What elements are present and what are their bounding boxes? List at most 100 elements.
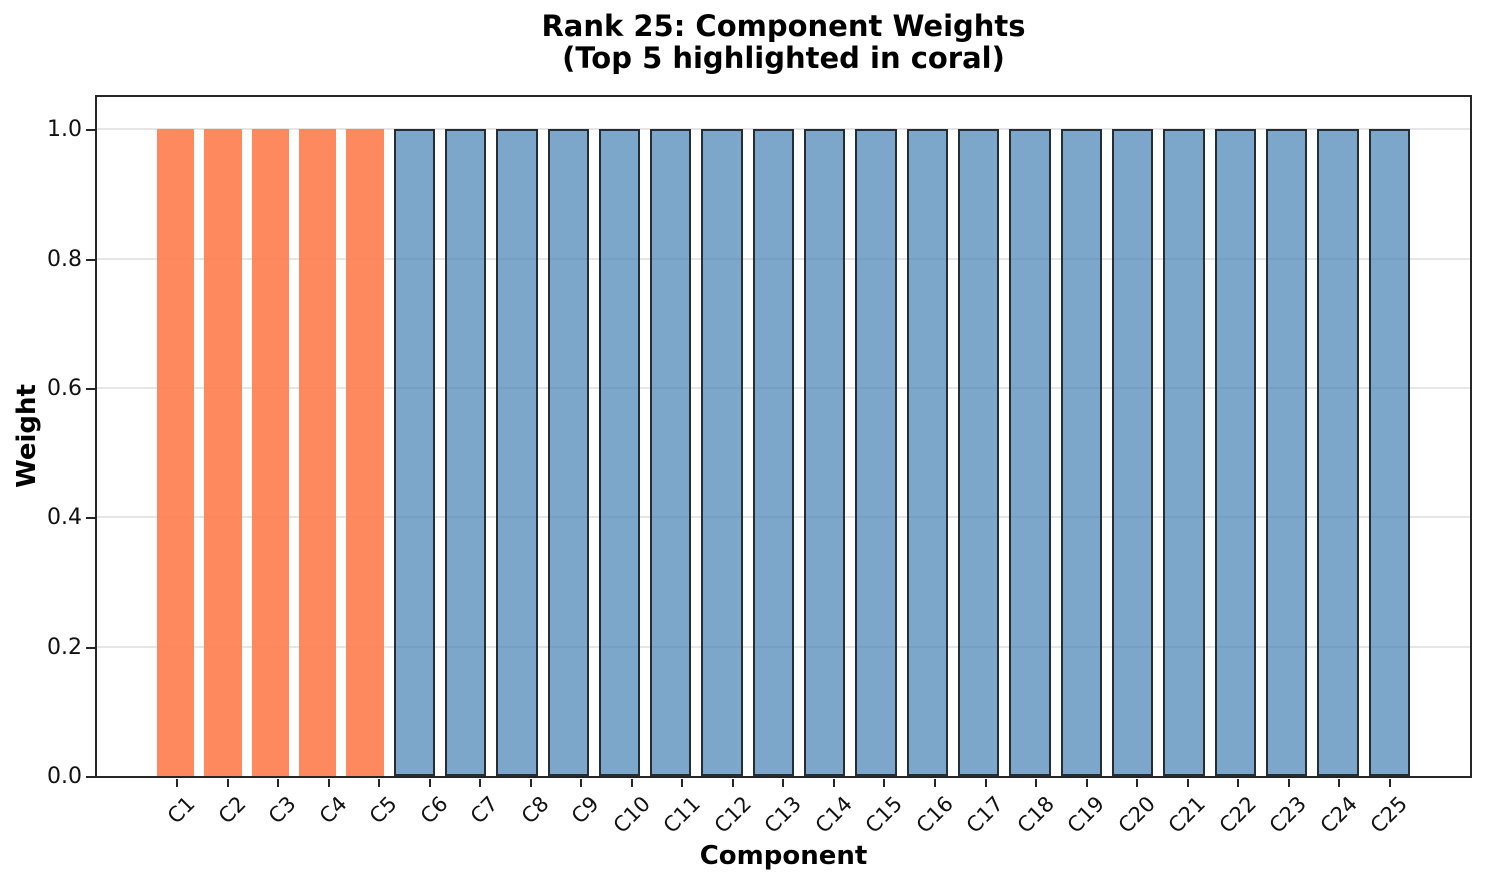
xtick-mark-C21 — [1186, 779, 1189, 787]
xtick-label-C14: C14 — [810, 791, 857, 838]
xtick-label-C6: C6 — [415, 791, 453, 829]
xtick-slot-C13: C13 — [759, 779, 807, 849]
xtick-slot-C3: C3 — [258, 779, 301, 849]
ytick-mark-1.0 — [86, 129, 95, 132]
xtick-label-C25: C25 — [1365, 791, 1413, 838]
xtick-label-C18: C18 — [1012, 791, 1059, 838]
xtick-mark-C25 — [1388, 779, 1391, 787]
xtick-label-C13: C13 — [759, 791, 807, 838]
xtick-slot-C21: C21 — [1163, 779, 1211, 849]
bar-C17 — [958, 129, 1000, 776]
bar-C2-highlighted — [204, 129, 242, 776]
xtick-mark-C18 — [1035, 779, 1038, 787]
xtick-slot-C18: C18 — [1012, 779, 1059, 849]
xtick-label-C24: C24 — [1315, 791, 1362, 838]
xtick-label-C12: C12 — [709, 791, 756, 838]
xtick-mark-C23 — [1287, 779, 1290, 787]
ytick-mark-0.0 — [86, 776, 95, 778]
xtick-mark-C20 — [1136, 779, 1139, 787]
xtick-mark-C5 — [378, 779, 381, 787]
xtick-mark-C11 — [681, 779, 684, 787]
xtick-slot-C20: C20 — [1113, 779, 1160, 849]
bar-C7 — [444, 129, 487, 776]
bar-C13 — [752, 129, 795, 776]
xtick-label-C2: C2 — [213, 791, 251, 829]
chart-title-line1: Rank 25: Component Weights — [541, 9, 1026, 43]
xtick-label-C22: C22 — [1214, 791, 1261, 838]
bar-C16 — [906, 129, 948, 776]
xtick-slot-C1: C1 — [157, 779, 200, 849]
bar-C21 — [1163, 129, 1205, 776]
xtick-mark-C16 — [933, 779, 936, 787]
xtick-mark-C8 — [529, 779, 532, 787]
xtick-slot-C19: C19 — [1062, 779, 1110, 849]
chart-title-line2: (Top 5 highlighted in coral) — [562, 41, 1005, 76]
xtick-slot-C16: C16 — [911, 779, 958, 849]
bar-C10 — [598, 129, 641, 776]
bar-C22 — [1214, 129, 1256, 776]
xtick-slot-C24: C24 — [1315, 779, 1362, 849]
bar-C5-highlighted — [346, 129, 384, 776]
xtick-mark-C15 — [883, 779, 886, 787]
bar-C8 — [496, 129, 538, 776]
xtick-slot-C12: C12 — [709, 779, 756, 849]
xtick-mark-C12 — [731, 779, 734, 787]
xtick-mark-C2 — [226, 779, 229, 787]
xtick-label-C16: C16 — [911, 791, 958, 838]
xtick-label-C9: C9 — [567, 791, 604, 829]
xtick-mark-C10 — [630, 779, 633, 787]
xtick-mark-C17 — [984, 779, 987, 787]
xtick-slot-C6: C6 — [410, 779, 453, 849]
bar-C1-highlighted — [157, 129, 195, 776]
ytick-label-1.0: 1.0 — [47, 117, 82, 143]
xtick-mark-C19 — [1085, 779, 1088, 787]
ytick-label-0.6: 0.6 — [47, 376, 82, 401]
xtick-mark-C1 — [176, 779, 179, 787]
xtick-label-C19: C19 — [1062, 791, 1110, 838]
bar-C18 — [1009, 129, 1051, 776]
chart-title: Rank 25: Component Weights (Top 5 highli… — [95, 10, 1472, 75]
bar-C19 — [1060, 129, 1102, 776]
bar-C23 — [1265, 129, 1308, 776]
xtick-slot-C9: C9 — [561, 779, 604, 849]
xtick-label-C17: C17 — [961, 791, 1009, 838]
bar-C15 — [855, 129, 897, 776]
xtick-mark-C9 — [580, 779, 583, 787]
xtick-label-C5: C5 — [365, 791, 402, 829]
bar-C6 — [393, 129, 435, 776]
ytick-mark-0.8 — [86, 258, 95, 261]
bar-C11 — [650, 129, 692, 776]
plot-area — [95, 95, 1472, 778]
xtick-label-C21: C21 — [1163, 791, 1211, 838]
bar-C25 — [1368, 129, 1410, 776]
xtick-label-C15: C15 — [860, 791, 908, 838]
xtick-slot-C2: C2 — [208, 779, 251, 849]
xtick-label-C23: C23 — [1264, 791, 1312, 838]
xtick-slot-C7: C7 — [460, 779, 503, 849]
xtick-slot-C5: C5 — [359, 779, 402, 849]
ytick-label-0.8: 0.8 — [47, 246, 82, 272]
xtick-mark-C24 — [1338, 779, 1341, 787]
xtick-slot-C10: C10 — [608, 779, 655, 849]
ytick-label-0.4: 0.4 — [47, 505, 82, 531]
x-axis: C1 C2 C3 C4 C5 C6 C7 C8 C9 C10 C11 C12 C13 C14 C15 C16 C… — [157, 779, 1413, 849]
ytick-label-0.0: 0.0 — [47, 764, 82, 789]
xtick-slot-C4: C4 — [309, 779, 351, 849]
ytick-mark-0.6 — [86, 388, 95, 390]
xtick-label-C11: C11 — [658, 791, 705, 838]
xtick-mark-C13 — [782, 779, 785, 787]
xtick-mark-C4 — [327, 779, 330, 787]
xtick-label-C20: C20 — [1113, 791, 1160, 838]
xtick-slot-C8: C8 — [511, 779, 554, 849]
xtick-slot-C25: C25 — [1365, 779, 1413, 849]
xtick-mark-C14 — [832, 779, 835, 787]
xtick-label-C8: C8 — [516, 791, 554, 829]
xtick-slot-C15: C15 — [860, 779, 908, 849]
bar-C9 — [547, 129, 589, 776]
bar-C4-highlighted — [298, 129, 337, 776]
ytick-mark-0.2 — [86, 646, 95, 649]
xtick-label-C10: C10 — [608, 791, 655, 838]
ytick-label-0.2: 0.2 — [47, 634, 82, 660]
ytick-mark-0.4 — [86, 517, 95, 520]
